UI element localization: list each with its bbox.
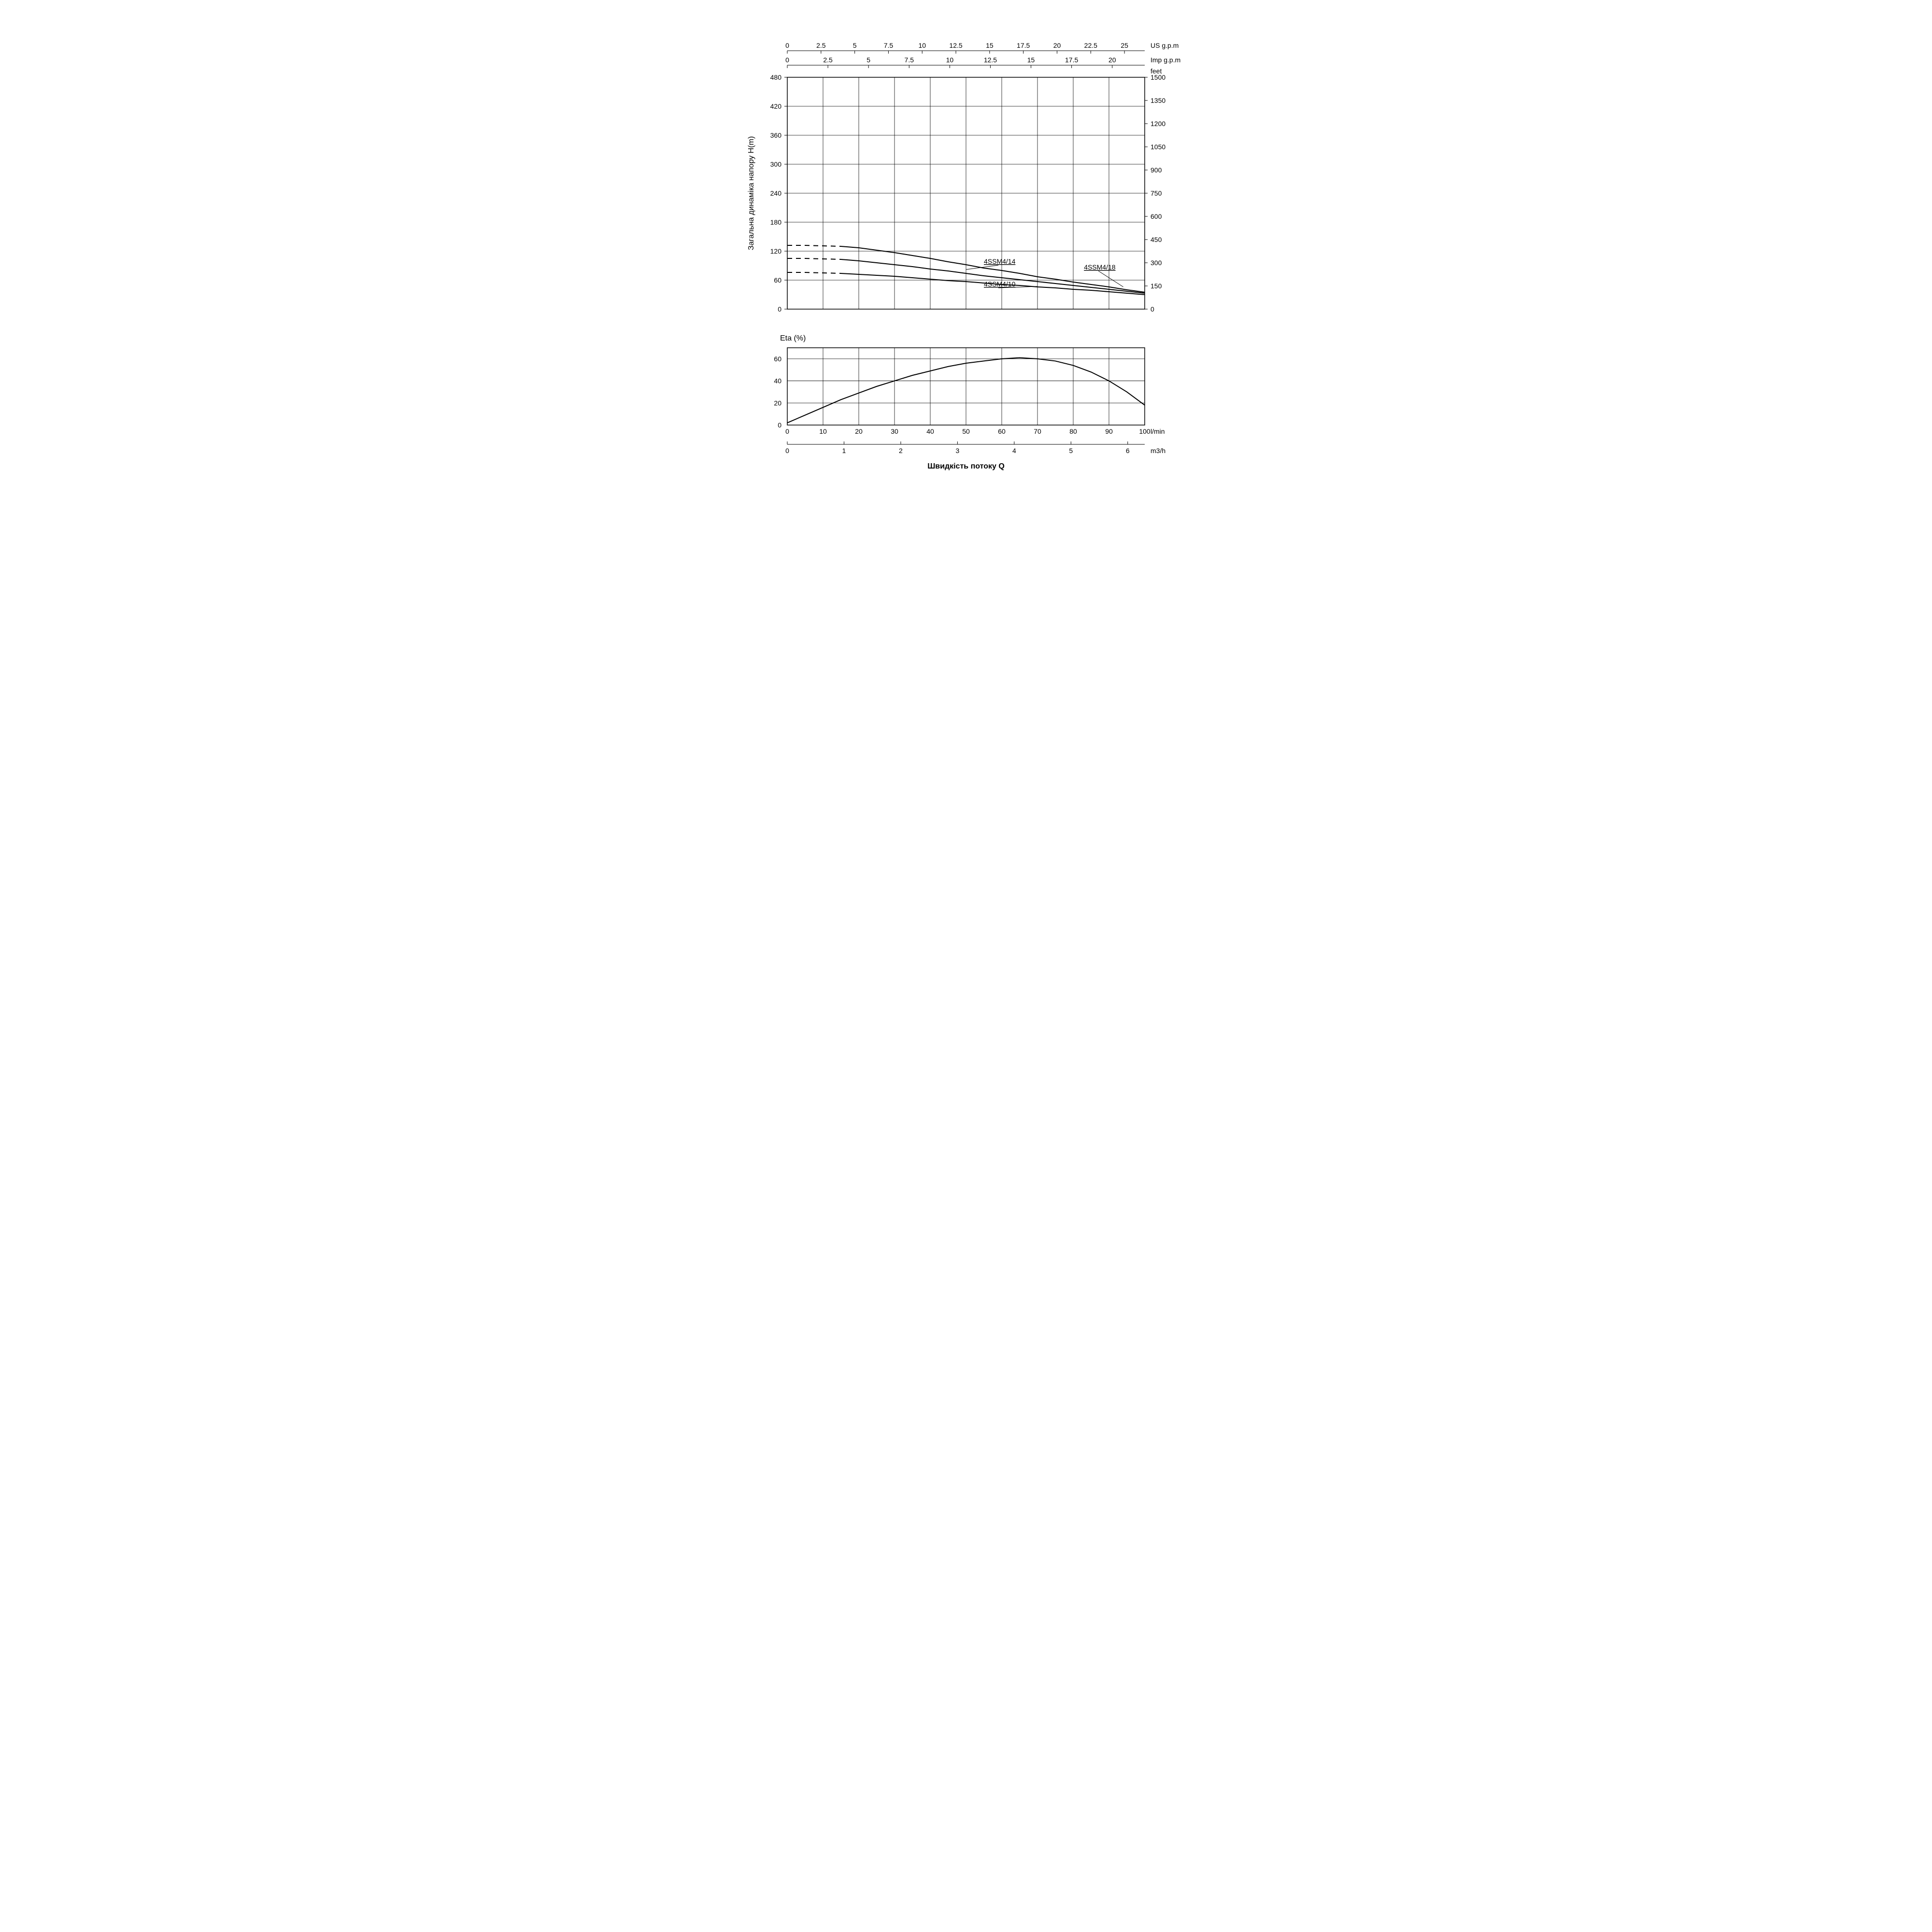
lmin-tick: 80 bbox=[1069, 427, 1077, 435]
y-left-tick: 0 bbox=[778, 305, 781, 313]
lmin-tick: 0 bbox=[785, 427, 789, 435]
unit-us-gpm: US g.p.m bbox=[1151, 42, 1179, 49]
imp-gpm-tick: 7.5 bbox=[905, 56, 914, 64]
leader-line bbox=[1098, 271, 1123, 287]
y-right-tick: 1050 bbox=[1151, 143, 1165, 151]
y-left-tick: 120 bbox=[770, 247, 782, 255]
eta-tick: 40 bbox=[774, 377, 781, 385]
lmin-tick: 60 bbox=[998, 427, 1006, 435]
lmin-tick: 10 bbox=[819, 427, 827, 435]
imp-gpm-tick: 0 bbox=[785, 56, 789, 64]
lmin-tick: 30 bbox=[891, 427, 898, 435]
imp-gpm-tick: 20 bbox=[1108, 56, 1116, 64]
us-gpm-tick: 20 bbox=[1053, 42, 1061, 49]
us-gpm-tick: 10 bbox=[918, 42, 926, 49]
us-gpm-tick: 0 bbox=[785, 42, 789, 49]
pump-curve-dash bbox=[787, 245, 841, 246]
y-right-tick: 450 bbox=[1151, 236, 1162, 243]
m3h-tick: 5 bbox=[1069, 447, 1073, 455]
eta-tick: 60 bbox=[774, 355, 781, 363]
eta-tick: 20 bbox=[774, 399, 781, 407]
lmin-tick: 40 bbox=[926, 427, 934, 435]
lmin-tick: 70 bbox=[1034, 427, 1041, 435]
y-right-tick: 300 bbox=[1151, 259, 1162, 267]
imp-gpm-tick: 17.5 bbox=[1065, 56, 1078, 64]
curve-label: 4SSM4/10 bbox=[984, 280, 1016, 288]
curve-label: 4SSM4/14 bbox=[984, 257, 1016, 265]
y-right-tick: 1200 bbox=[1151, 120, 1165, 128]
pump-curve-dash bbox=[787, 258, 841, 259]
m3h-tick: 0 bbox=[785, 447, 789, 455]
us-gpm-tick: 22.5 bbox=[1084, 42, 1097, 49]
y-right-tick: 600 bbox=[1151, 213, 1162, 220]
m3h-tick: 6 bbox=[1126, 447, 1130, 455]
imp-gpm-tick: 5 bbox=[867, 56, 870, 64]
eta-title: Eta (%) bbox=[780, 334, 806, 342]
imp-gpm-tick: 2.5 bbox=[823, 56, 833, 64]
y-left-tick: 480 bbox=[770, 73, 782, 81]
lmin-tick: 20 bbox=[855, 427, 863, 435]
m3h-tick: 2 bbox=[899, 447, 903, 455]
x-axis-title: Швидкість потоку Q bbox=[927, 462, 1005, 470]
eta-tick: 0 bbox=[778, 421, 781, 429]
lmin-tick: 90 bbox=[1105, 427, 1113, 435]
unit-m3h: m3/h bbox=[1151, 447, 1165, 455]
us-gpm-tick: 17.5 bbox=[1017, 42, 1030, 49]
y-axis-title: Загальна динаміка напору H(m) bbox=[747, 136, 755, 250]
pump-curve-dash bbox=[787, 272, 841, 273]
unit-feet: feet bbox=[1151, 67, 1162, 75]
y-left-tick: 60 bbox=[774, 276, 781, 284]
unit-imp-gpm: Imp g.p.m bbox=[1151, 56, 1180, 64]
y-right-tick: 1350 bbox=[1151, 97, 1165, 104]
us-gpm-tick: 25 bbox=[1121, 42, 1128, 49]
y-right-tick: 750 bbox=[1151, 189, 1162, 197]
y-right-tick: 0 bbox=[1151, 305, 1154, 313]
y-right-tick: 900 bbox=[1151, 166, 1162, 174]
lmin-tick: 100 bbox=[1139, 427, 1151, 435]
y-left-tick: 420 bbox=[770, 102, 782, 110]
us-gpm-tick: 15 bbox=[986, 42, 994, 49]
pump-performance-chart: 0601201802403003604204800150300450600750… bbox=[724, 19, 1208, 493]
us-gpm-tick: 12.5 bbox=[949, 42, 962, 49]
y-right-tick: 150 bbox=[1151, 282, 1162, 290]
lmin-tick: 50 bbox=[962, 427, 970, 435]
curve-label: 4SSM4/18 bbox=[1084, 263, 1116, 271]
y-left-tick: 240 bbox=[770, 189, 782, 197]
y-left-tick: 180 bbox=[770, 218, 782, 226]
chart-svg: 0601201802403003604204800150300450600750… bbox=[724, 19, 1208, 493]
m3h-tick: 4 bbox=[1012, 447, 1016, 455]
us-gpm-tick: 2.5 bbox=[816, 42, 826, 49]
m3h-tick: 3 bbox=[955, 447, 959, 455]
m3h-tick: 1 bbox=[842, 447, 846, 455]
us-gpm-tick: 5 bbox=[853, 42, 857, 49]
unit-lmin: l/min bbox=[1151, 427, 1165, 435]
imp-gpm-tick: 10 bbox=[946, 56, 954, 64]
imp-gpm-tick: 15 bbox=[1027, 56, 1035, 64]
us-gpm-tick: 7.5 bbox=[884, 42, 894, 49]
y-left-tick: 360 bbox=[770, 131, 782, 139]
imp-gpm-tick: 12.5 bbox=[984, 56, 997, 64]
y-left-tick: 300 bbox=[770, 160, 782, 168]
